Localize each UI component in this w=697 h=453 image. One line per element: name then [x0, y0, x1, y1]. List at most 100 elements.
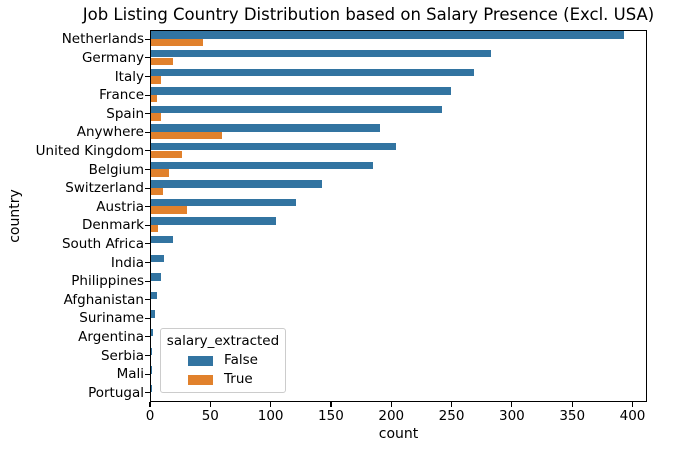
y-tick-mark	[145, 336, 150, 338]
y-tick-mark	[145, 373, 150, 375]
y-tick-label-united-kingdom: United Kingdom	[35, 142, 144, 159]
bar-true-spain	[151, 113, 161, 121]
bar-false-anywhere	[151, 124, 381, 132]
legend-title: salary_extracted	[166, 333, 280, 349]
bar-false-spain	[151, 105, 442, 114]
bar-false-italy	[151, 68, 475, 77]
legend-items: False True	[188, 353, 258, 387]
bar-true-united-kingdom	[151, 150, 183, 158]
legend-entry-true: True	[188, 372, 253, 387]
x-tick-mark	[149, 402, 151, 407]
bar-false-denmark	[151, 217, 277, 225]
legend-entry-label: True	[224, 371, 253, 387]
y-tick-label-austria: Austria	[96, 198, 144, 215]
bar-false-switzerland	[151, 180, 323, 188]
y-tick-mark	[145, 38, 150, 40]
legend-entry-false: False	[188, 353, 258, 368]
y-tick-mark	[145, 280, 150, 282]
legend-entry-label: False	[224, 352, 258, 368]
x-tick-mark	[270, 402, 272, 407]
y-tick-mark	[145, 224, 150, 226]
bar-true-germany	[151, 57, 173, 65]
y-tick-mark	[145, 261, 150, 264]
bar-false-afghanistan	[151, 291, 158, 300]
x-tick-mark	[631, 402, 634, 407]
y-tick-mark	[145, 113, 150, 115]
legend-swatch-true	[188, 374, 214, 385]
y-tick-label-switzerland: Switzerland	[65, 180, 144, 197]
x-tick-mark	[511, 402, 513, 407]
y-tick-mark	[145, 150, 150, 152]
y-tick-label-suriname: Suriname	[79, 310, 144, 327]
plot-area: salary_extracted False True	[150, 30, 647, 402]
x-tick-mark	[450, 402, 453, 407]
x-tick-label-200: 200	[378, 408, 405, 424]
y-tick-label-belgium: Belgium	[88, 161, 144, 178]
y-tick-mark	[145, 168, 150, 171]
bar-false-belgium	[151, 161, 373, 170]
x-tick-label-0: 0	[145, 408, 155, 424]
bar-false-austria	[151, 198, 296, 207]
y-tick-label-anywhere: Anywhere	[76, 124, 144, 141]
y-tick-label-serbia: Serbia	[100, 347, 144, 364]
y-tick-label-argentina: Argentina	[78, 328, 144, 345]
x-tick-label-400: 400	[619, 408, 646, 424]
bar-false-serbia	[151, 347, 153, 356]
y-tick-label-france: France	[99, 87, 144, 104]
y-tick-label-spain: Spain	[106, 105, 144, 122]
x-tick-label-250: 250	[438, 408, 465, 424]
chart-title: Job Listing Country Distribution based o…	[82, 5, 655, 24]
y-tick-label-denmark: Denmark	[81, 217, 144, 234]
x-tick-label-50: 50	[201, 408, 219, 424]
y-tick-label-afghanistan: Afghanistan	[63, 291, 144, 308]
x-tick-label-100: 100	[257, 408, 284, 424]
y-tick-mark	[145, 75, 150, 78]
x-tick-label-150: 150	[318, 408, 344, 424]
y-tick-label-italy: Italy	[114, 68, 144, 85]
y-tick-mark	[145, 57, 150, 59]
x-tick-mark	[209, 402, 211, 407]
x-axis-label: count	[378, 426, 419, 442]
y-tick-mark	[145, 187, 150, 189]
bar-true-italy	[151, 76, 161, 84]
y-tick-label-germany: Germany	[81, 49, 144, 66]
y-tick-mark	[145, 299, 150, 301]
bar-false-france	[151, 87, 452, 95]
y-tick-label-south-africa: South Africa	[61, 235, 144, 252]
y-tick-mark	[145, 206, 150, 208]
bar-false-philippines	[151, 273, 161, 281]
x-tick-mark	[390, 402, 392, 407]
y-tick-label-india: India	[110, 254, 144, 271]
bar-true-belgium	[151, 169, 170, 177]
y-tick-label-portugal: Portugal	[88, 384, 144, 401]
y-tick-label-netherlands: Netherlands	[61, 31, 144, 48]
x-tick-mark	[330, 402, 332, 407]
bar-true-france	[151, 94, 158, 103]
bar-true-anywhere	[151, 131, 223, 140]
bar-false-united-kingdom	[151, 143, 396, 151]
bar-false-suriname	[151, 310, 155, 318]
y-tick-label-mali: Mali	[116, 366, 144, 383]
x-tick-label-300: 300	[499, 408, 525, 424]
y-tick-label-philippines: Philippines	[71, 273, 144, 290]
y-tick-mark	[145, 354, 150, 357]
bar-true-netherlands	[151, 38, 203, 47]
bar-false-germany	[151, 50, 492, 58]
y-tick-mark	[145, 94, 150, 96]
legend: salary_extracted False True	[160, 328, 286, 393]
bar-true-switzerland	[151, 187, 164, 196]
bar-false-argentina	[151, 329, 154, 337]
bar-false-mali	[151, 366, 153, 374]
x-tick-label-350: 350	[559, 408, 586, 424]
bar-false-south-africa	[151, 236, 173, 244]
y-tick-mark	[145, 317, 150, 319]
bar-true-denmark	[151, 224, 159, 233]
legend-swatch-false	[188, 355, 214, 366]
bar-false-netherlands	[151, 31, 624, 39]
x-tick-mark	[571, 402, 573, 407]
bar-true-austria	[151, 206, 188, 214]
y-tick-mark	[145, 392, 150, 394]
bar-false-portugal	[151, 384, 153, 393]
bar-false-india	[151, 254, 165, 263]
